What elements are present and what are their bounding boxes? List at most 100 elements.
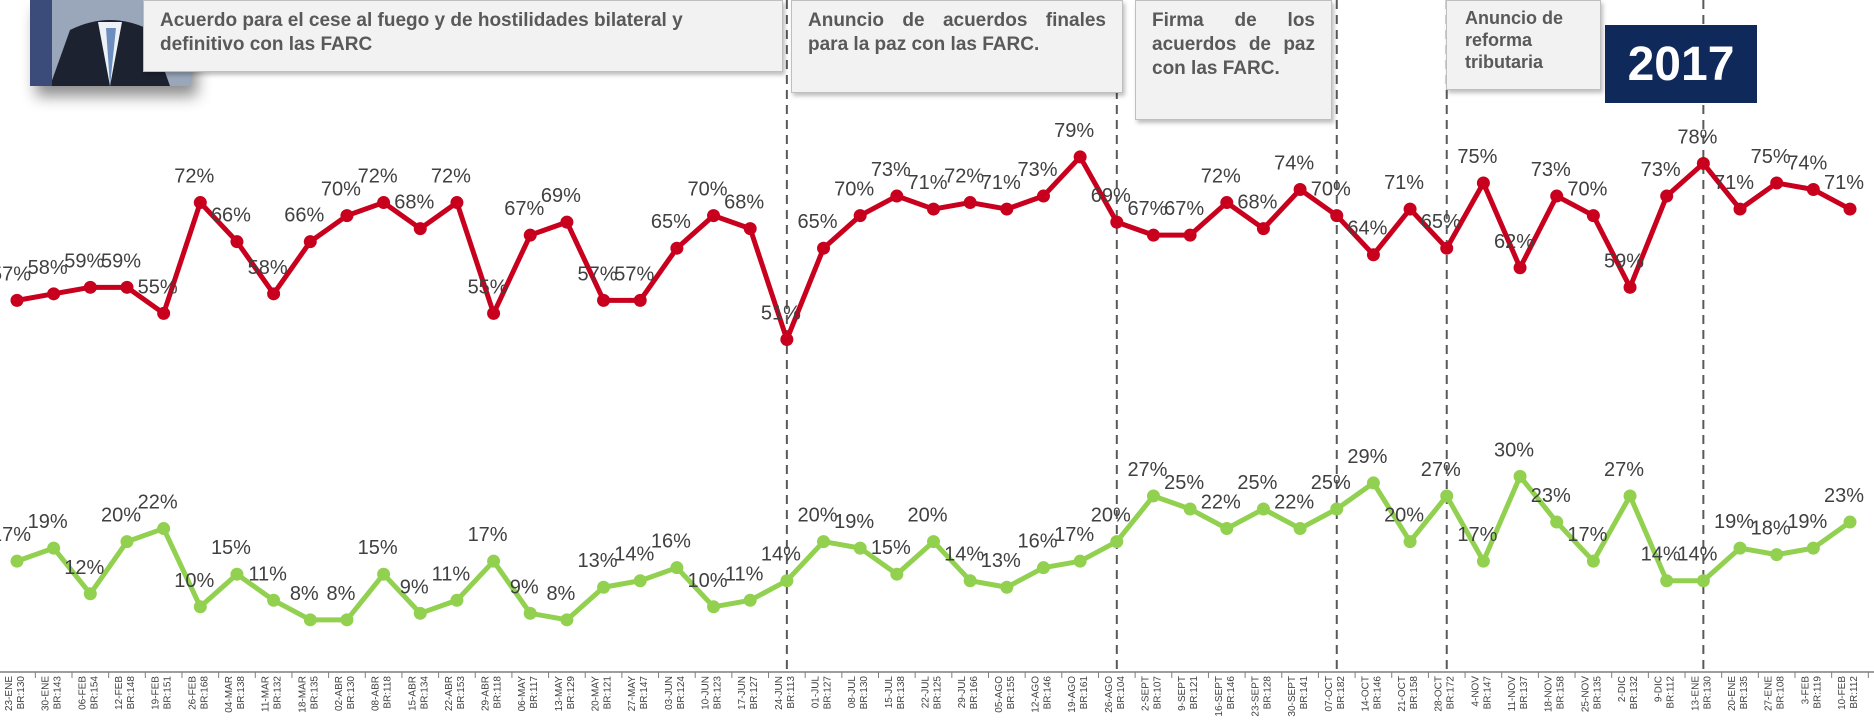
x-tick-label: 20-MAY [591,676,602,712]
value-label: 11% [432,563,471,585]
value-label: 30% [1494,439,1534,461]
year-badge: 2017 [1605,25,1757,103]
x-tick-label: BR:108 [1776,676,1787,710]
x-tick-label: 06-FEB [77,676,88,710]
point [487,555,500,568]
point [1550,190,1563,203]
point [597,294,610,307]
point [1550,516,1563,529]
value-label: 10% [688,570,728,592]
point [1697,157,1710,170]
point [1037,190,1050,203]
point [1404,535,1417,548]
annotation: Acuerdo para el cese al fuego y de hosti… [143,0,783,72]
x-tick-label: 19-FEB [151,676,162,710]
value-label: 14% [1641,544,1681,566]
x-tick-label: 12-FEB [114,676,125,710]
value-label: 59% [101,250,141,272]
x-tick-label: 25-NOV [1580,676,1591,712]
value-label: 20% [1384,505,1424,527]
x-tick-label: BR:135 [309,676,320,710]
x-tick-label: BR:172 [1446,676,1457,710]
point [1587,209,1600,222]
point [1807,183,1820,196]
value-label: 27% [1127,459,1167,481]
x-tick-label: 3-FEB [1800,676,1811,705]
value-label: 72% [431,166,471,188]
value-label: 68% [724,192,764,214]
value-label: 14% [1677,544,1717,566]
x-tick-label: 27-ENE [1764,676,1775,711]
value-label: 74% [1274,153,1314,175]
point [157,522,170,535]
x-tick-label: BR:132 [273,676,284,710]
point [890,190,903,203]
value-label: 57% [614,263,654,285]
point [1844,203,1857,216]
point [964,196,977,209]
x-tick-label: BR:121 [1189,676,1200,710]
x-tick-label: BR:128 [1262,676,1273,710]
point [1660,190,1673,203]
point [1440,242,1453,255]
x-tick-label: 20-ENE [1727,676,1738,711]
x-tick-label: 16-SEPT [1214,676,1225,717]
point [157,307,170,320]
x-tick-label: 07-OCT [1324,676,1335,712]
x-tick-label: BR:148 [126,676,137,710]
chart: 23-ENEBR:13030-ENEBR:14306-FEBBR:15412-F… [0,0,1874,727]
value-label: 27% [1421,459,1461,481]
point [1220,522,1233,535]
x-tick-label: BR:130 [16,676,27,710]
x-tick-label: 9-DIC [1654,676,1665,702]
value-label: 19% [1787,511,1827,533]
value-label: 22% [1274,492,1314,514]
point [1074,555,1087,568]
point [1587,555,1600,568]
point [560,613,573,626]
point [744,594,757,607]
point [1147,489,1160,502]
value-label: 71% [1714,172,1754,194]
point [927,535,940,548]
point [230,568,243,581]
value-label: 23% [1824,485,1864,507]
x-tick-label: 28-OCT [1434,676,1445,712]
point [84,281,97,294]
point [267,594,280,607]
value-label: 58% [28,257,68,279]
x-tick-label: BR:121 [603,676,614,710]
value-label: 78% [1677,126,1717,148]
point [1477,555,1490,568]
value-label: 59% [64,250,104,272]
x-tick-label: 10-FEB [1837,676,1848,710]
x-tick-label: 2-DIC [1617,676,1628,702]
x-tick-label: 9-SEPT [1177,676,1188,711]
value-label: 14% [761,544,801,566]
value-label: 69% [1091,185,1131,207]
point [817,242,830,255]
x-tick-label: 22-ABR [444,676,455,711]
point [340,209,353,222]
x-tick-label: BR:137 [1519,676,1530,710]
point [304,235,317,248]
x-tick-label: BR:155 [1006,676,1017,710]
x-tick-label: 15-ABR [407,676,418,711]
value-label: 66% [284,205,324,227]
value-label: 65% [651,211,691,233]
annotation: Anuncio de acuerdos finales para la paz … [791,0,1123,93]
value-label: 23% [1531,485,1571,507]
value-label: 17% [1567,524,1607,546]
point [1330,503,1343,516]
x-tick-label: 06-MAY [517,676,528,712]
value-label: 10% [174,570,214,592]
point [11,555,24,568]
value-label: 73% [1531,159,1571,181]
point [890,568,903,581]
x-tick-label: BR:138 [236,676,247,710]
x-tick-label: BR:153 [456,676,467,710]
point [670,561,683,574]
x-tick-label: 02-ABR [334,676,345,711]
x-tick-label: BR:127 [749,676,760,710]
x-tick-label: 22-JUL [921,676,932,709]
